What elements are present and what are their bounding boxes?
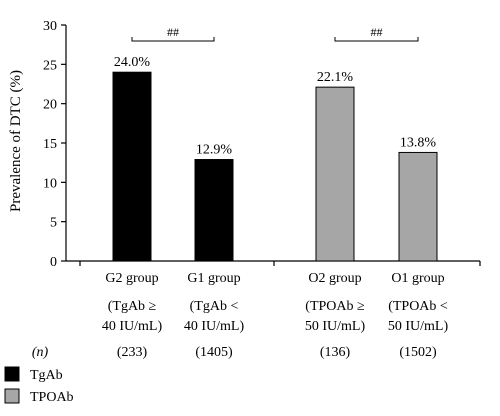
category-desc: (TPOAb < [388, 299, 448, 314]
y-axis-label: Prevalence of DTC (%) [8, 70, 24, 212]
data-label: 24.0% [114, 55, 151, 70]
category-desc: 40 IU/mL) [102, 319, 163, 334]
y-tick-label: 20 [43, 98, 57, 113]
y-tick-label: 10 [43, 176, 57, 191]
y-tick-label: 30 [43, 19, 57, 34]
bar [112, 71, 152, 262]
significance-label: ## [167, 25, 179, 39]
data-label: 12.9% [196, 143, 233, 158]
sample-size-label: (n) [32, 345, 49, 360]
category-desc: 40 IU/mL) [184, 319, 245, 334]
bars: 24.0% 12.9% 22.1% 13.8% [112, 55, 438, 262]
x-axis-labels: G2 group (TgAb ≥ 40 IU/mL) (233) G1 group (Tg… [32, 271, 449, 360]
y-tick-label: 5 [50, 216, 57, 231]
data-label: 22.1% [317, 70, 354, 85]
category-desc: 50 IU/mL) [388, 319, 449, 334]
sample-size: (1405) [195, 345, 233, 360]
sample-size: (1502) [399, 345, 437, 360]
legend: TgAb TPOAb [4, 366, 74, 405]
bar [194, 159, 234, 262]
category-desc: (TgAb ≥ [108, 299, 157, 314]
sample-size: (233) [117, 345, 148, 360]
category-label: O2 group [308, 271, 361, 286]
significance-markers: ## ## [131, 25, 419, 42]
category-label: G1 group [187, 271, 240, 286]
y-tick-label: 0 [50, 255, 57, 270]
legend-swatch [4, 366, 20, 382]
legend-label: TgAb [30, 368, 63, 383]
category-desc: (TgAb < [190, 299, 239, 314]
significance-bracket [131, 37, 215, 42]
sample-size: (136) [320, 345, 351, 360]
significance-bracket [334, 37, 419, 42]
data-label: 13.8% [400, 135, 437, 150]
category-desc: 50 IU/mL) [305, 319, 366, 334]
bar [315, 86, 355, 262]
category-label: O1 group [391, 271, 444, 286]
legend-swatch [4, 388, 20, 404]
legend-label: TPOAb [30, 390, 74, 405]
significance-label: ## [371, 25, 383, 39]
category-label: G2 group [105, 271, 158, 286]
y-tick-label: 25 [43, 58, 57, 73]
y-tick-label: 15 [43, 137, 57, 152]
category-desc: (TPOAb ≥ [305, 299, 365, 314]
bar [398, 151, 438, 262]
